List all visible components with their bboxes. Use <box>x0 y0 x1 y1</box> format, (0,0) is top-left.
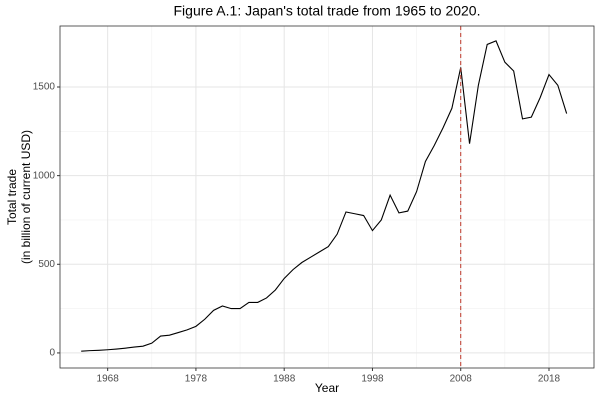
x-tick-label: 2008 <box>450 374 473 385</box>
y-axis-title: (in billion of current USD) <box>19 130 33 264</box>
y-tick-label: 1500 <box>33 82 56 93</box>
y-tick-label: 500 <box>38 259 55 270</box>
x-tick-label: 1998 <box>361 374 384 385</box>
x-tick-label: 1988 <box>273 374 296 385</box>
data-line <box>81 40 568 352</box>
y-tick-label: 1000 <box>33 170 56 181</box>
x-tick-label: 2018 <box>538 374 561 385</box>
x-tick-label: 1978 <box>185 374 208 385</box>
x-tick-label: 1968 <box>97 374 120 385</box>
x-axis-title: Year <box>315 381 339 395</box>
panel-border <box>59 25 595 369</box>
chart-title: Figure A.1: Japan's total trade from 196… <box>174 3 481 19</box>
y-tick-label: 0 <box>49 348 55 359</box>
y-axis-title: Total trade <box>5 169 19 225</box>
